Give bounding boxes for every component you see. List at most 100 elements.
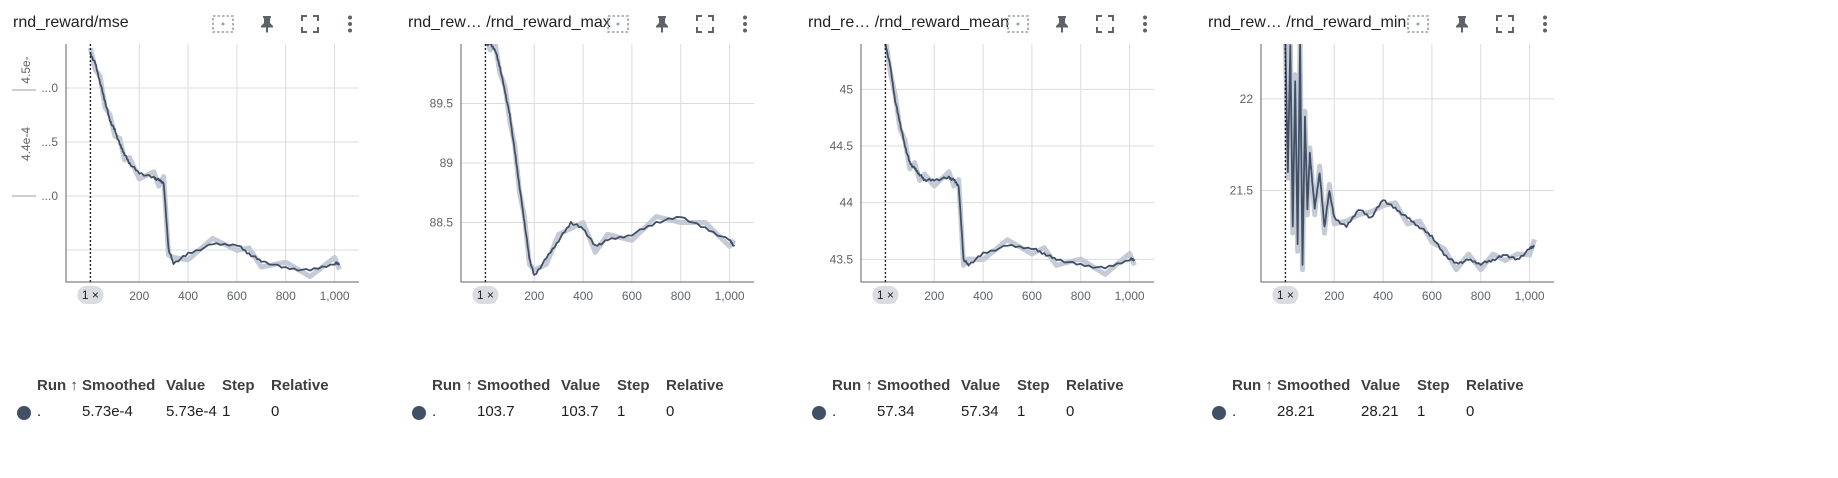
column-header-relative[interactable]: Relative: [1466, 377, 1524, 394]
card-title: rnd_re… /rnd_reward_mean: [808, 14, 1009, 31]
cell-step: 1: [222, 403, 231, 420]
column-header-run[interactable]: Run ↑: [37, 377, 78, 394]
fullscreen-icon[interactable]: [296, 10, 324, 38]
x-tick-label: 600: [622, 289, 642, 303]
y-tick-label: 21.5: [1230, 183, 1254, 197]
select-region-icon[interactable]: [209, 10, 237, 38]
pin-icon[interactable]: [253, 10, 281, 38]
line-chart[interactable]: 89.5 89 88.5 200 400 600 800 1,000 1 ×: [395, 37, 837, 349]
x-tick-label: 800: [276, 289, 296, 303]
x-tick-label: 600: [1422, 289, 1442, 303]
cell-relative: 0: [1466, 403, 1475, 420]
axes: [65, 44, 359, 283]
x-tick-label: 800: [671, 289, 691, 303]
y-tick-label: ...0: [41, 189, 58, 203]
cell-smoothed: 28.21: [1277, 403, 1315, 420]
x-tick-label: 400: [1373, 289, 1393, 303]
x-tick-label: 200: [129, 289, 149, 303]
cell-value: 103.7: [561, 403, 599, 420]
fullscreen-icon[interactable]: [1491, 10, 1519, 38]
step-marker-label: 1 ×: [82, 288, 99, 302]
y-tick-label: 44: [840, 196, 854, 210]
column-header-run[interactable]: Run ↑: [432, 377, 473, 394]
x-tick-label: 200: [1324, 289, 1344, 303]
card-header: rnd_rew… /rnd_reward_max: [408, 10, 824, 36]
x-tick-label: 1,000: [715, 289, 745, 303]
x-tick-label: 800: [1071, 289, 1091, 303]
select-region-icon[interactable]: [1404, 10, 1432, 38]
column-header-smoothed[interactable]: Smoothed: [877, 377, 951, 394]
axes: [860, 44, 1154, 283]
card-header: rnd_re… /rnd_reward_mean: [808, 10, 1224, 36]
x-tick-label: 400: [573, 289, 593, 303]
column-header-run[interactable]: Run ↑: [832, 377, 873, 394]
column-header-run[interactable]: Run ↑: [1232, 377, 1273, 394]
x-tick-label: 600: [1022, 289, 1042, 303]
smoothed-series-line: [1284, 42, 1536, 266]
cell-relative: 0: [271, 403, 280, 420]
more-vert-icon[interactable]: [1131, 10, 1159, 38]
column-header-step[interactable]: Step: [1017, 377, 1050, 394]
column-header-smoothed[interactable]: Smoothed: [82, 377, 156, 394]
column-header-relative[interactable]: Relative: [271, 377, 329, 394]
column-header-smoothed[interactable]: Smoothed: [1277, 377, 1351, 394]
select-region-icon[interactable]: [1004, 10, 1032, 38]
axes: [460, 44, 754, 283]
column-header-smoothed[interactable]: Smoothed: [477, 377, 551, 394]
line-chart[interactable]: 22 21.5 200 400 600 800 1,000 1 ×: [1195, 35, 1637, 349]
y-tick-label: ...0: [41, 81, 58, 95]
pin-icon[interactable]: [1048, 10, 1076, 38]
step-marker-badge[interactable]: [1272, 286, 1299, 304]
run-color-dot: [412, 406, 426, 420]
cell-relative: 0: [666, 403, 675, 420]
x-tick-label: 1,000: [1515, 289, 1545, 303]
more-vert-icon[interactable]: [1531, 10, 1559, 38]
step-marker-badge[interactable]: [77, 286, 104, 304]
cell-smoothed: 57.34: [877, 403, 915, 420]
card-header: rnd_reward/mse: [13, 10, 429, 36]
column-header-value[interactable]: Value: [166, 377, 206, 394]
more-vert-icon[interactable]: [731, 10, 759, 38]
line-chart[interactable]: 45 44.5 44 43.5 200 400 600 800 1,000 1 ×: [795, 37, 1237, 349]
fullscreen-icon[interactable]: [691, 10, 719, 38]
pin-icon[interactable]: [648, 10, 676, 38]
column-header-step[interactable]: Step: [222, 377, 255, 394]
pin-icon[interactable]: [1448, 10, 1476, 38]
y-exponent-label: 4.5e-: [19, 56, 33, 83]
step-marker-label: 1 ×: [1277, 288, 1294, 302]
column-header-step[interactable]: Step: [1417, 377, 1450, 394]
column-header-value[interactable]: Value: [961, 377, 1001, 394]
card-title: rnd_reward/mse: [13, 14, 129, 31]
select-region-icon[interactable]: [604, 10, 632, 38]
cell-run: .: [1232, 403, 1237, 420]
run-color-dot: [17, 406, 31, 420]
smoothed-series-line: [884, 42, 1136, 270]
column-header-relative[interactable]: Relative: [666, 377, 724, 394]
y-tick-label: 43.5: [830, 252, 854, 266]
cell-run: .: [832, 403, 837, 420]
column-header-value[interactable]: Value: [1361, 377, 1401, 394]
step-marker-badge[interactable]: [472, 286, 499, 304]
step-marker-badge[interactable]: [872, 286, 899, 304]
x-tick-label: 400: [973, 289, 993, 303]
column-header-value[interactable]: Value: [561, 377, 601, 394]
y-tick-label: 45: [840, 82, 854, 96]
y-tick-label: 88.5: [430, 216, 454, 230]
axes: [1260, 44, 1554, 283]
card-title: rnd_rew… /rnd_reward_max: [408, 14, 611, 31]
column-header-step[interactable]: Step: [617, 377, 650, 394]
y-exponent-label: 4.4e-4: [19, 127, 33, 161]
column-header-relative[interactable]: Relative: [1066, 377, 1124, 394]
cell-smoothed: 5.73e-4: [82, 403, 133, 420]
cell-smoothed: 103.7: [477, 403, 515, 420]
raw-series-line: [1282, 35, 1537, 273]
fullscreen-icon[interactable]: [1091, 10, 1119, 38]
cell-step: 1: [1417, 403, 1426, 420]
line-chart[interactable]: ...0 ...5 ...0 4.5e- 4.4e-4 200 400 600 800 1,000…: [0, 44, 442, 349]
x-tick-label: 1,000: [320, 289, 350, 303]
smoothed-series-line: [484, 41, 736, 276]
x-tick-label: 200: [924, 289, 944, 303]
cell-run: .: [432, 403, 437, 420]
x-tick-label: 400: [178, 289, 198, 303]
more-vert-icon[interactable]: [336, 10, 364, 38]
